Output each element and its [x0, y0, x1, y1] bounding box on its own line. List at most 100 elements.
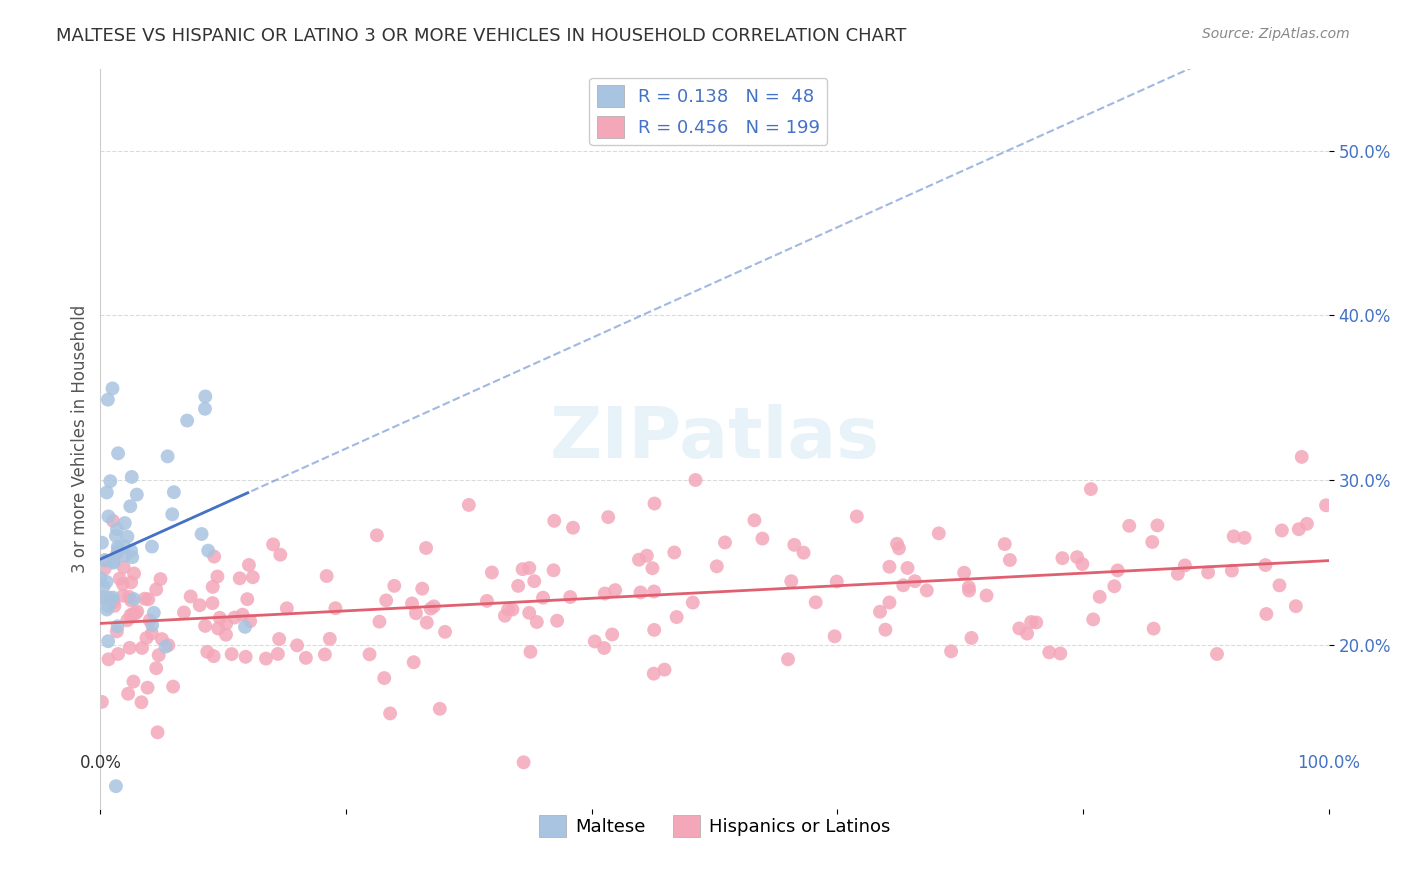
- Hispanics or Latinos: [136, 592, 159, 607]
- Hispanics or Latinos: [1080, 482, 1102, 496]
- Hispanics or Latinos: [928, 526, 950, 541]
- Hispanics or Latinos: [1017, 626, 1039, 640]
- Hispanics or Latinos: [641, 561, 664, 575]
- Hispanics or Latinos: [285, 639, 308, 653]
- Hispanics or Latinos: [960, 631, 983, 645]
- Hispanics or Latinos: [1104, 579, 1126, 593]
- Hispanics or Latinos: [162, 680, 184, 694]
- Hispanics or Latinos: [517, 561, 540, 575]
- Maltese: [104, 779, 127, 793]
- Hispanics or Latinos: [314, 648, 336, 662]
- Maltese: [90, 591, 112, 605]
- Hispanics or Latinos: [904, 574, 927, 589]
- Hispanics or Latinos: [135, 631, 157, 645]
- Maltese: [93, 579, 115, 593]
- Hispanics or Latinos: [138, 613, 160, 627]
- Maltese: [101, 591, 124, 605]
- Maltese: [96, 485, 118, 500]
- Hispanics or Latinos: [207, 622, 229, 636]
- Hispanics or Latinos: [434, 624, 457, 639]
- Maltese: [97, 599, 120, 614]
- Maltese: [141, 540, 163, 554]
- Hispanics or Latinos: [519, 645, 541, 659]
- Hispanics or Latinos: [107, 647, 129, 661]
- Hispanics or Latinos: [825, 574, 848, 589]
- Maltese: [96, 602, 118, 616]
- Hispanics or Latinos: [207, 569, 229, 583]
- Hispanics or Latinos: [238, 558, 260, 572]
- Hispanics or Latinos: [117, 687, 139, 701]
- Hispanics or Latinos: [1285, 599, 1308, 614]
- Hispanics or Latinos: [780, 574, 803, 589]
- Maltese: [194, 389, 217, 403]
- Hispanics or Latinos: [998, 553, 1021, 567]
- Hispanics or Latinos: [415, 541, 437, 555]
- Text: Source: ZipAtlas.com: Source: ZipAtlas.com: [1202, 27, 1350, 41]
- Hispanics or Latinos: [475, 594, 498, 608]
- Hispanics or Latinos: [915, 583, 938, 598]
- Hispanics or Latinos: [1049, 647, 1071, 661]
- Hispanics or Latinos: [419, 601, 441, 615]
- Hispanics or Latinos: [325, 601, 347, 615]
- Maltese: [114, 549, 136, 563]
- Hispanics or Latinos: [706, 559, 728, 574]
- Hispanics or Latinos: [457, 498, 479, 512]
- Hispanics or Latinos: [103, 599, 125, 613]
- Hispanics or Latinos: [180, 590, 202, 604]
- Hispanics or Latinos: [1038, 645, 1060, 659]
- Text: MALTESE VS HISPANIC OR LATINO 3 OR MORE VEHICLES IN HOUSEHOLD CORRELATION CHART: MALTESE VS HISPANIC OR LATINO 3 OR MORE …: [56, 27, 907, 45]
- Hispanics or Latinos: [517, 606, 540, 620]
- Hispanics or Latinos: [120, 575, 142, 590]
- Hispanics or Latinos: [1222, 529, 1244, 543]
- Hispanics or Latinos: [1019, 615, 1042, 629]
- Hispanics or Latinos: [1008, 621, 1031, 635]
- Hispanics or Latinos: [1071, 557, 1094, 571]
- Hispanics or Latinos: [202, 549, 225, 564]
- Maltese: [101, 381, 124, 395]
- Hispanics or Latinos: [793, 546, 815, 560]
- Maltese: [194, 401, 217, 416]
- Hispanics or Latinos: [1107, 563, 1129, 577]
- Hispanics or Latinos: [664, 545, 686, 559]
- Hispanics or Latinos: [202, 649, 225, 664]
- Hispanics or Latinos: [1118, 518, 1140, 533]
- Hispanics or Latinos: [976, 589, 998, 603]
- Hispanics or Latinos: [131, 695, 153, 709]
- Hispanics or Latinos: [90, 695, 112, 709]
- Hispanics or Latinos: [401, 597, 423, 611]
- Maltese: [160, 508, 183, 522]
- Hispanics or Latinos: [804, 595, 827, 609]
- Maltese: [117, 530, 139, 544]
- Hispanics or Latinos: [103, 595, 125, 609]
- Hispanics or Latinos: [145, 582, 167, 597]
- Hispanics or Latinos: [1268, 578, 1291, 592]
- Hispanics or Latinos: [598, 510, 620, 524]
- Hispanics or Latinos: [157, 638, 180, 652]
- Hispanics or Latinos: [131, 640, 153, 655]
- Maltese: [97, 509, 120, 524]
- Hispanics or Latinos: [957, 583, 980, 598]
- Hispanics or Latinos: [665, 610, 688, 624]
- Hispanics or Latinos: [368, 615, 391, 629]
- Hispanics or Latinos: [636, 549, 658, 563]
- Hispanics or Latinos: [319, 632, 342, 646]
- Hispanics or Latinos: [714, 535, 737, 549]
- Hispanics or Latinos: [523, 574, 546, 589]
- Hispanics or Latinos: [1254, 558, 1277, 572]
- Hispanics or Latinos: [295, 651, 318, 665]
- Hispanics or Latinos: [869, 605, 891, 619]
- Hispanics or Latinos: [1066, 550, 1088, 565]
- Hispanics or Latinos: [118, 590, 141, 604]
- Maltese: [96, 574, 118, 589]
- Hispanics or Latinos: [886, 537, 908, 551]
- Hispanics or Latinos: [276, 601, 298, 615]
- Hispanics or Latinos: [108, 572, 131, 586]
- Hispanics or Latinos: [136, 681, 159, 695]
- Maltese: [156, 450, 179, 464]
- Maltese: [98, 591, 121, 605]
- Hispanics or Latinos: [543, 563, 565, 577]
- Maltese: [107, 540, 129, 554]
- Hispanics or Latinos: [896, 561, 918, 575]
- Hispanics or Latinos: [145, 661, 167, 675]
- Hispanics or Latinos: [845, 509, 868, 524]
